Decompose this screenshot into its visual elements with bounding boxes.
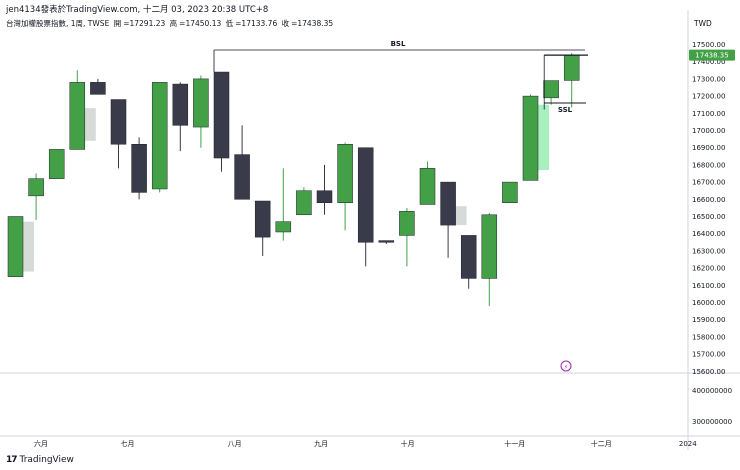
candle-body-up	[151, 82, 168, 190]
candle-body-down	[172, 83, 189, 126]
price-tick-label: 16700.00	[692, 179, 725, 187]
open-label: 開	[113, 19, 122, 28]
candle-body-up	[193, 78, 209, 128]
candle-body-down	[378, 240, 395, 243]
price-tick-label: 15700.00	[692, 351, 725, 359]
candle-body-up	[419, 168, 436, 205]
symbol-ohlc-line: 台灣加權股票指數, 1周, TWSE 開 =17291.23 高 =17450.13…	[6, 18, 335, 29]
candle-body-down	[213, 71, 230, 159]
high-label: 高	[169, 19, 178, 28]
price-tick-label: 17500.00	[692, 41, 725, 49]
price-tick-label: 16100.00	[692, 282, 725, 290]
price-tick-label: 17300.00	[692, 75, 725, 83]
price-tick-label: 16000.00	[692, 299, 725, 307]
ssl-label: SSL	[558, 106, 573, 114]
price-tick-label: 16400.00	[692, 230, 725, 238]
price-tick-label: 16300.00	[692, 247, 725, 255]
candle-body-up	[563, 54, 580, 81]
price-tick-label: 17200.00	[692, 93, 725, 101]
price-tick-label: 16200.00	[692, 265, 725, 273]
published-by-line: jen4134發表於TradingView.com, 十二月 03, 2023 …	[6, 5, 269, 15]
candle-body-down	[110, 99, 127, 145]
close-value: =17438.35	[291, 19, 334, 28]
time-tick-label: 2024	[679, 440, 697, 448]
candle-body-up	[296, 190, 312, 216]
candle-body-up	[7, 216, 24, 277]
candle-body-down	[90, 82, 106, 95]
price-tick-label: 17100.00	[692, 110, 725, 118]
price-tick-label: 15900.00	[692, 316, 725, 324]
time-tick-label: 八月	[228, 440, 242, 448]
close-label: 收	[281, 19, 290, 28]
time-tick-label: 十月	[401, 439, 415, 448]
volume-tick-label: 300000000	[692, 418, 732, 426]
bsl-label: BSL	[391, 40, 406, 48]
candle-body-up	[502, 181, 518, 203]
candle-body-up	[399, 211, 415, 236]
candle-body-down	[254, 200, 271, 238]
lightning-icon-glyph: ⚡	[564, 364, 568, 371]
last-price-label: 17438.35	[695, 52, 728, 60]
price-tick-label: 16500.00	[692, 213, 725, 221]
candle-body-down	[131, 144, 147, 193]
price-tick-label: 15600.00	[692, 368, 725, 376]
price-tick-label: 15800.00	[692, 333, 725, 341]
price-tick-label: 17000.00	[692, 127, 725, 135]
candle-body-up	[337, 144, 353, 203]
candle-body-down	[357, 147, 374, 243]
currency-label: TWD	[694, 19, 712, 28]
low-value: =17133.76	[235, 19, 278, 28]
candle-body-up	[69, 82, 86, 150]
low-label: 低	[225, 19, 234, 28]
candle-body-up	[481, 214, 498, 279]
time-tick-label: 六月	[34, 439, 48, 448]
volume-tick-label: 400000000	[692, 387, 732, 395]
price-tick-label: 16900.00	[692, 144, 725, 152]
candle-body-up	[28, 178, 44, 197]
price-tick-label: 16800.00	[692, 161, 725, 169]
candle-body-down	[460, 235, 477, 279]
price-tick-label: 16600.00	[692, 196, 725, 204]
candle-body-up	[275, 221, 292, 233]
ghost-candle-body	[22, 221, 34, 272]
time-tick-label: 十二月	[591, 439, 612, 448]
lightning-icon	[560, 360, 572, 372]
time-tick-label: 十一月	[504, 439, 525, 448]
ghost-candle-body	[454, 206, 467, 226]
candle-body-up	[522, 95, 539, 181]
candle-body-up	[543, 80, 559, 99]
ghost-candle-body	[83, 108, 96, 141]
candle-body-down	[440, 181, 456, 226]
candle-body-down	[234, 154, 250, 200]
symbol-label: 台灣加權股票指數, 1周, TWSE	[6, 19, 110, 28]
time-tick-label: 九月	[314, 439, 328, 448]
high-value: =17450.13	[179, 19, 222, 28]
tradingview-brand-name: TradingView	[19, 455, 74, 465]
last-price-badge	[689, 49, 735, 61]
candle-body-down	[316, 190, 333, 203]
time-tick-label: 七月	[120, 439, 134, 448]
open-value: =17291.23	[123, 19, 166, 28]
tradingview-logo-icon: 17	[6, 455, 17, 465]
tradingview-brand: 17 TradingView	[6, 455, 74, 465]
candle-body-up	[48, 149, 65, 179]
price-tick-label: 17400.00	[692, 58, 725, 66]
ghost-candle-body	[537, 104, 549, 171]
